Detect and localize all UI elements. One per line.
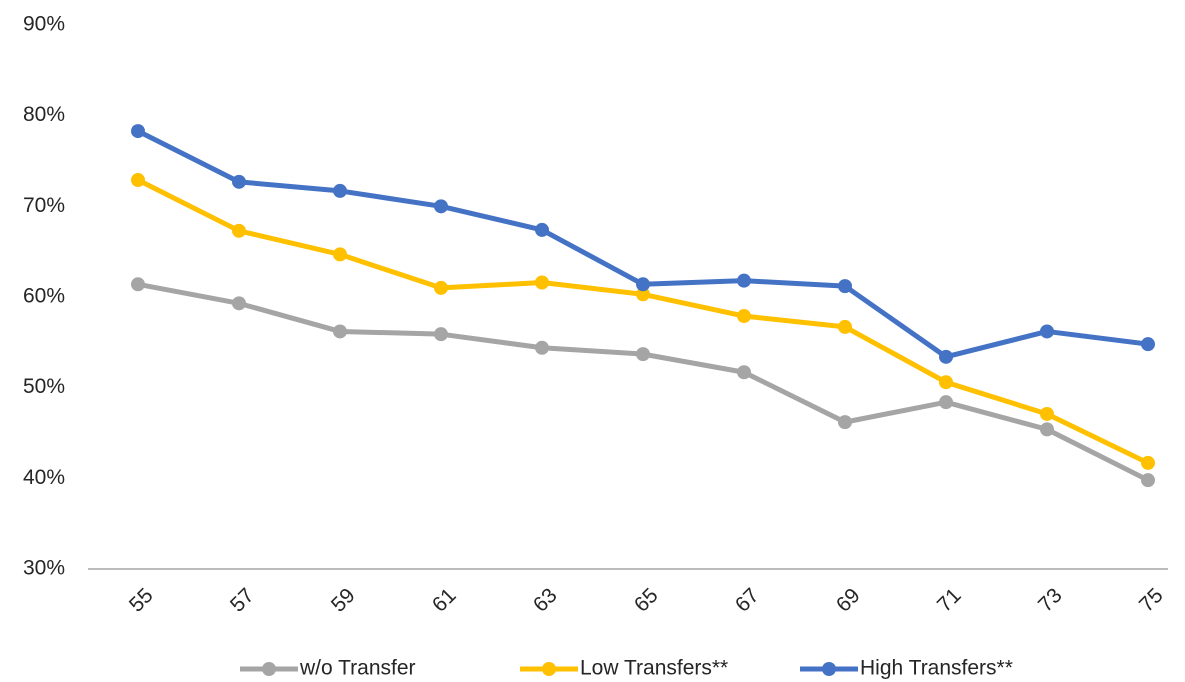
x-tick-label: 71 [933,584,966,617]
data-point [1141,473,1155,488]
data-point [838,279,852,294]
data-point [131,173,145,188]
legend-marker [262,662,276,676]
data-point [232,223,246,238]
y-tick-label: 30% [23,557,65,580]
x-tick-label: 55 [125,584,158,617]
x-tick-label: 63 [529,584,562,617]
data-point [636,277,650,292]
data-point [434,327,448,342]
data-point [333,183,347,198]
legend-label: Low Transfers** [580,657,728,680]
data-point [838,319,852,334]
data-point [434,199,448,214]
x-tick-label: 59 [327,584,360,617]
data-point [939,395,953,410]
data-point [1141,337,1155,352]
x-tick-label: 61 [428,584,461,617]
data-point [636,347,650,362]
y-tick-label: 40% [23,466,65,489]
data-point [636,287,650,302]
x-tick-label: 65 [630,584,663,617]
x-tick-label: 67 [731,584,764,617]
y-tick-label: 50% [23,375,65,398]
data-point [1141,455,1155,470]
x-tick-label: 73 [1034,584,1067,617]
legend-label: w/o Transfer [299,657,416,680]
legend-label: High Transfers** [860,657,1013,680]
data-point [232,296,246,311]
data-point [535,275,549,290]
y-tick-label: 60% [23,285,65,308]
data-point [1040,324,1054,339]
data-point [535,222,549,237]
data-point [131,277,145,292]
x-tick-label: 69 [832,584,865,617]
y-tick-label: 90% [23,13,65,36]
data-point [737,309,751,324]
x-tick-label: 57 [226,584,259,617]
series-line [136,177,1150,466]
data-point [737,273,751,288]
x-tick-label: 75 [1135,584,1168,617]
data-point [434,280,448,295]
data-point [232,174,246,189]
data-point [1040,422,1054,437]
data-point [333,247,347,262]
data-point [1040,406,1054,421]
y-tick-label: 70% [23,194,65,217]
data-point [333,324,347,339]
data-point [535,340,549,355]
series-line [137,281,1150,483]
legend-marker [822,662,836,676]
data-point [131,124,145,139]
y-tick-label: 80% [23,103,65,126]
legend-marker [542,662,556,676]
data-point [939,375,953,390]
data-point [939,349,953,364]
data-point [838,415,852,430]
data-point [737,365,751,380]
